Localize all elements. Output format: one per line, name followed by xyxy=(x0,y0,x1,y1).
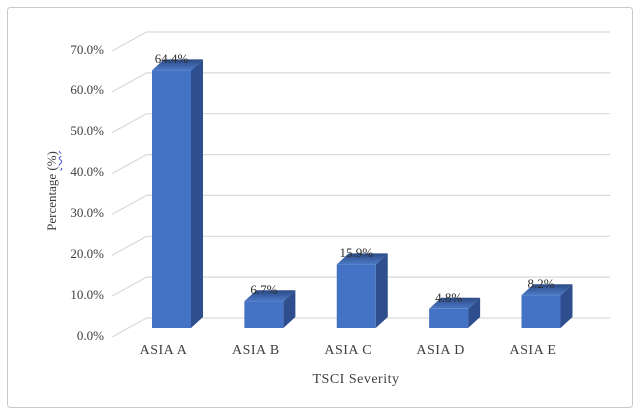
value-label-4: 4.8% xyxy=(435,289,463,305)
bar-top-face xyxy=(152,59,203,71)
bar-side-face xyxy=(468,297,481,328)
bar-asia-a xyxy=(152,70,191,329)
gridline-20 xyxy=(111,235,610,256)
y-tick-label-70: 70.0% xyxy=(70,41,104,57)
category-label-4: ASIA D xyxy=(416,343,465,358)
gridlines-group xyxy=(111,31,610,338)
bar-asia-e xyxy=(521,295,561,328)
bar-asia-d xyxy=(429,308,469,328)
bars-group xyxy=(152,59,573,329)
bar-top-face xyxy=(244,290,296,302)
value-label-2: 6.7% xyxy=(250,282,278,298)
bar-side-face xyxy=(375,253,388,328)
value-label-5: 8.2% xyxy=(527,276,555,292)
bar-side-face xyxy=(283,290,296,328)
bar-asia-c xyxy=(336,264,376,328)
y-tick-label-10: 10.0% xyxy=(70,286,104,302)
gridline-30 xyxy=(111,194,610,215)
bar-top-face xyxy=(521,284,573,296)
x-axis-title: TSCI Severity xyxy=(312,372,400,387)
y-tick-label-50: 50.0% xyxy=(70,123,104,139)
value-label-1: 64.4% xyxy=(154,51,189,67)
y-tick-label-40: 40.0% xyxy=(70,164,104,180)
bar-top-face xyxy=(336,253,388,265)
y-tick-label-60: 60.0% xyxy=(70,82,104,98)
gridline-70 xyxy=(111,31,610,52)
y-axis-title-text: Percentage xyxy=(44,170,59,231)
category-label-3: ASIA C xyxy=(324,343,373,358)
gridline-50 xyxy=(111,113,610,134)
bar-side-face xyxy=(560,284,573,328)
y-axis-title: Percentage (%) xyxy=(43,111,61,271)
category-label-2: ASIA B xyxy=(232,343,280,358)
value-label-3: 15.9% xyxy=(339,245,374,261)
bar-side-face xyxy=(191,59,203,329)
y-tick-label-20: 20.0% xyxy=(70,245,104,261)
bar-asia-b xyxy=(244,301,284,328)
y-tick-label-0: 0.0% xyxy=(76,327,104,343)
gridline-10 xyxy=(111,276,610,297)
category-label-5: ASIA E xyxy=(509,343,557,358)
bar-top-face xyxy=(429,297,481,309)
gridline-60 xyxy=(111,72,610,93)
y-tick-label-30: 30.0% xyxy=(70,204,104,220)
gridline-40 xyxy=(111,154,610,175)
y-axis-title-squiggle: (%) xyxy=(44,151,59,171)
category-label-1: ASIA A xyxy=(139,343,188,358)
